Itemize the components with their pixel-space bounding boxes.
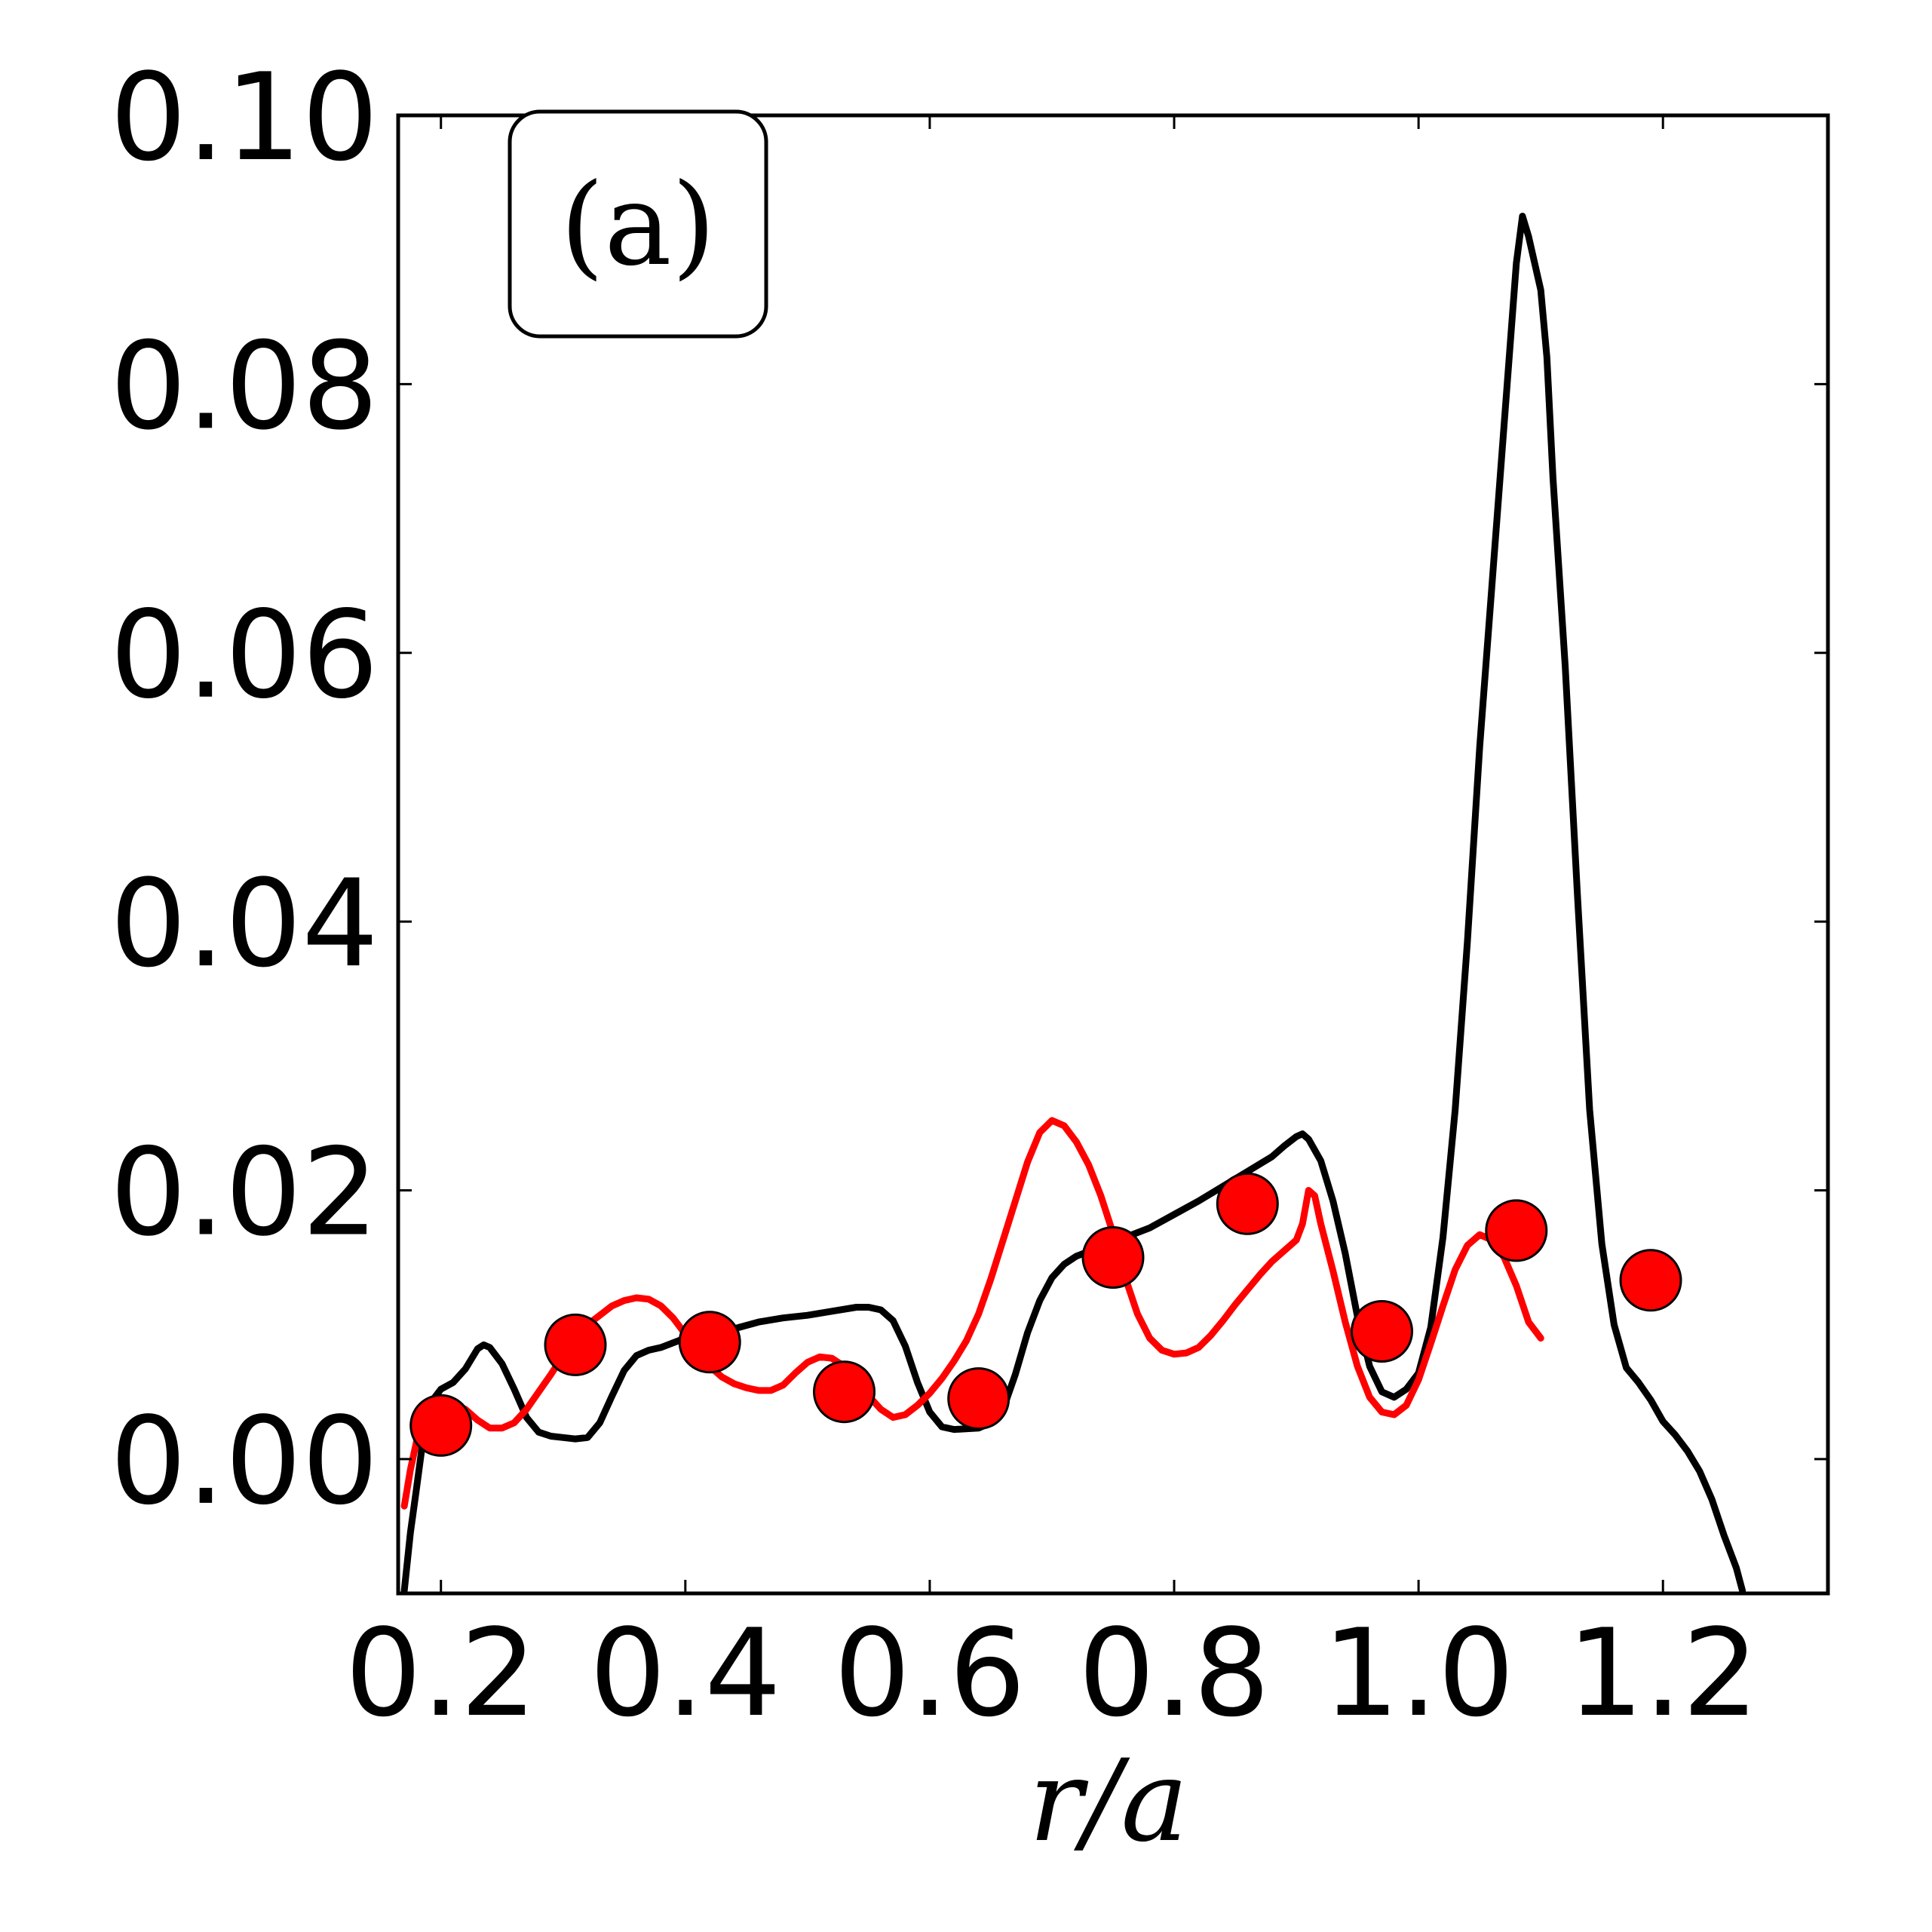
- plot-area: [400, 213, 1746, 1593]
- y-tick-label: 0.00: [110, 1391, 379, 1532]
- series-2-marker-7: [1216, 1172, 1279, 1235]
- y-tick-label: 0.06: [110, 584, 379, 725]
- series-2-marker-8: [1351, 1300, 1413, 1363]
- series-2-marker-5: [947, 1367, 1010, 1431]
- x-tick-label: 1.0: [1323, 1602, 1514, 1743]
- y-tick-label: 0.04: [110, 853, 379, 994]
- series-2-marker-1: [409, 1394, 473, 1457]
- x-tick-label: 0.8: [1078, 1602, 1270, 1743]
- series-2-marker-4: [813, 1360, 876, 1424]
- panel-label-frame: [508, 109, 768, 339]
- series-2-marker-10: [1619, 1249, 1682, 1312]
- panel-label: (a): [560, 160, 716, 291]
- y-tick-label: 0.10: [110, 47, 379, 188]
- series-2-marker-3: [678, 1311, 741, 1374]
- x-axis-label: r/a: [1029, 1736, 1188, 1867]
- series-2-marker-2: [544, 1313, 607, 1376]
- series-2-marker-6: [1081, 1226, 1145, 1289]
- tick-labels: 0.2 0.4 0.6 0.8 1.0 1.2 0.00 0.02 0.04 0.06 0.08 0.…: [110, 47, 1759, 1743]
- series-line-1: [400, 213, 1746, 1593]
- x-tick-label: 0.4: [590, 1602, 781, 1743]
- x-tick-label: 0.2: [345, 1602, 536, 1743]
- series-2-marker-9: [1485, 1199, 1548, 1262]
- y-tick-label: 0.02: [110, 1121, 379, 1262]
- y-tick-label: 0.08: [110, 315, 379, 456]
- x-tick-label: 1.2: [1567, 1602, 1759, 1743]
- x-tick-label: 0.6: [834, 1602, 1026, 1743]
- plot-frame: [396, 113, 1830, 1596]
- panel-label-box: (a): [508, 109, 768, 339]
